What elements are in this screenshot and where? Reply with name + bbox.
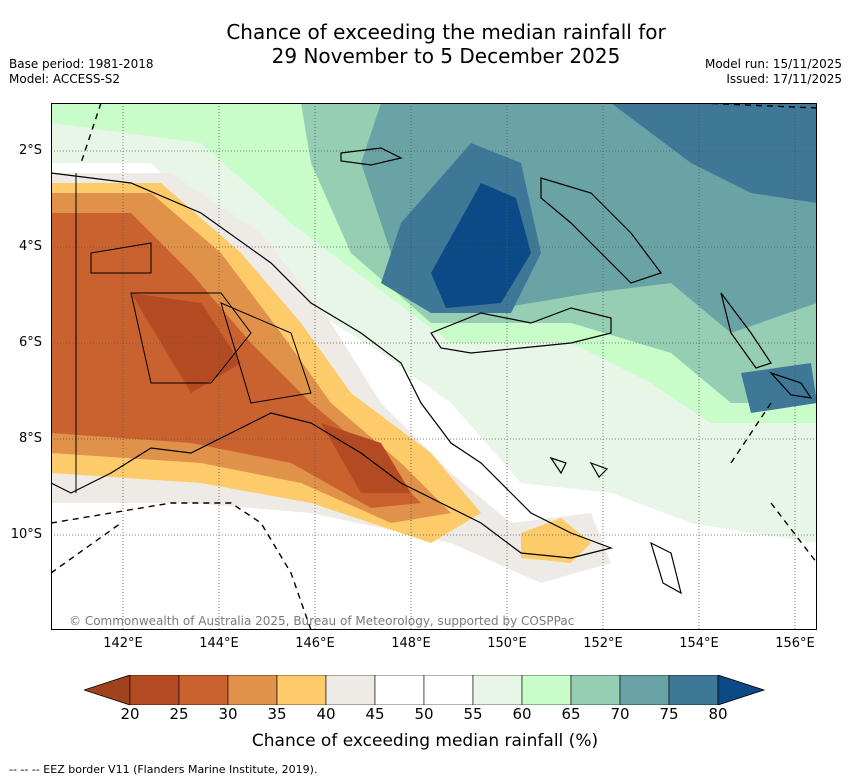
colorbar-tick: 30 bbox=[218, 705, 238, 723]
colorbar-segment bbox=[472, 675, 523, 705]
colorbar-segment bbox=[668, 675, 719, 705]
lon-label-148e: 148°E bbox=[391, 636, 431, 651]
info-left: Base period: 1981-2018 Model: ACCESS-S2 bbox=[9, 57, 154, 87]
graticule bbox=[51, 103, 817, 630]
colorbar-tick: 75 bbox=[659, 705, 679, 723]
issued-date: Issued: 17/11/2025 bbox=[726, 72, 842, 86]
colorbar-tick: 40 bbox=[316, 705, 336, 723]
lat-label-10s: 10°S bbox=[10, 527, 42, 542]
colorbar-tick: 65 bbox=[561, 705, 581, 723]
eez-borders bbox=[51, 103, 817, 630]
region-80 bbox=[611, 103, 817, 203]
colorbar-tick: 60 bbox=[512, 705, 532, 723]
lat-label-2s: 2°S bbox=[18, 143, 42, 158]
region-40-se bbox=[521, 518, 591, 563]
map-frame bbox=[51, 103, 817, 630]
model-name: Model: ACCESS-S2 bbox=[9, 72, 121, 86]
colorbar-segment bbox=[619, 675, 670, 705]
map-credit: © Commonwealth of Australia 2025, Bureau… bbox=[69, 614, 575, 628]
lon-label-146e: 146°E bbox=[295, 636, 335, 651]
colorbar-tick: 20 bbox=[120, 705, 140, 723]
info-right: Model run: 15/11/2025 Issued: 17/11/2025 bbox=[705, 57, 842, 87]
colorbar-label: Chance of exceeding median rainfall (%) bbox=[251, 731, 599, 751]
colorbar-tick: 45 bbox=[365, 705, 385, 723]
region-wet-se bbox=[741, 363, 817, 413]
colorbar bbox=[84, 675, 766, 705]
lat-label-4s: 4°S bbox=[18, 239, 42, 254]
colorbar-extend-high bbox=[717, 675, 766, 705]
lon-label-152e: 152°E bbox=[583, 636, 623, 651]
lon-label-144e: 144°E bbox=[199, 636, 239, 651]
colorbar-extend-low bbox=[84, 675, 131, 705]
colorbar-tick: 70 bbox=[610, 705, 630, 723]
colorbar-segment bbox=[374, 675, 425, 705]
rainfall-map bbox=[51, 103, 817, 630]
title-line-2: 29 November to 5 December 2025 bbox=[271, 44, 621, 68]
eez-footnote: -- -- -- EEZ border V11 (Flanders Marine… bbox=[9, 763, 318, 776]
lon-label-142e: 142°E bbox=[103, 636, 143, 651]
colorbar-segment bbox=[521, 675, 572, 705]
region-85b bbox=[431, 183, 531, 308]
colorbar-segment bbox=[227, 675, 278, 705]
colorbar-tick: 50 bbox=[414, 705, 434, 723]
colorbar-segment bbox=[423, 675, 474, 705]
title-line-1: Chance of exceeding the median rainfall … bbox=[226, 20, 666, 44]
colorbar-segment bbox=[325, 675, 376, 705]
colorbar-segment bbox=[570, 675, 621, 705]
chart-title: Chance of exceeding the median rainfall … bbox=[0, 20, 850, 68]
model-run: Model run: 15/11/2025 bbox=[704, 57, 842, 71]
colorbar-segment bbox=[129, 675, 180, 705]
province-borders bbox=[75, 173, 312, 493]
colorbar-tick: 55 bbox=[463, 705, 483, 723]
colorbar-tick: 25 bbox=[169, 705, 189, 723]
lon-label-154e: 154°E bbox=[679, 636, 719, 651]
lat-label-8s: 8°S bbox=[18, 431, 42, 446]
coastline bbox=[51, 147, 813, 595]
colorbar-tick: 80 bbox=[708, 705, 728, 723]
colorbar-segment bbox=[276, 675, 327, 705]
lon-label-156e: 156°E bbox=[775, 636, 815, 651]
colorbar-tick: 35 bbox=[267, 705, 287, 723]
lat-label-6s: 6°S bbox=[18, 335, 42, 350]
lon-label-150e: 150°E bbox=[487, 636, 527, 651]
base-period: Base period: 1981-2018 bbox=[9, 57, 154, 71]
colorbar-segment bbox=[178, 675, 229, 705]
